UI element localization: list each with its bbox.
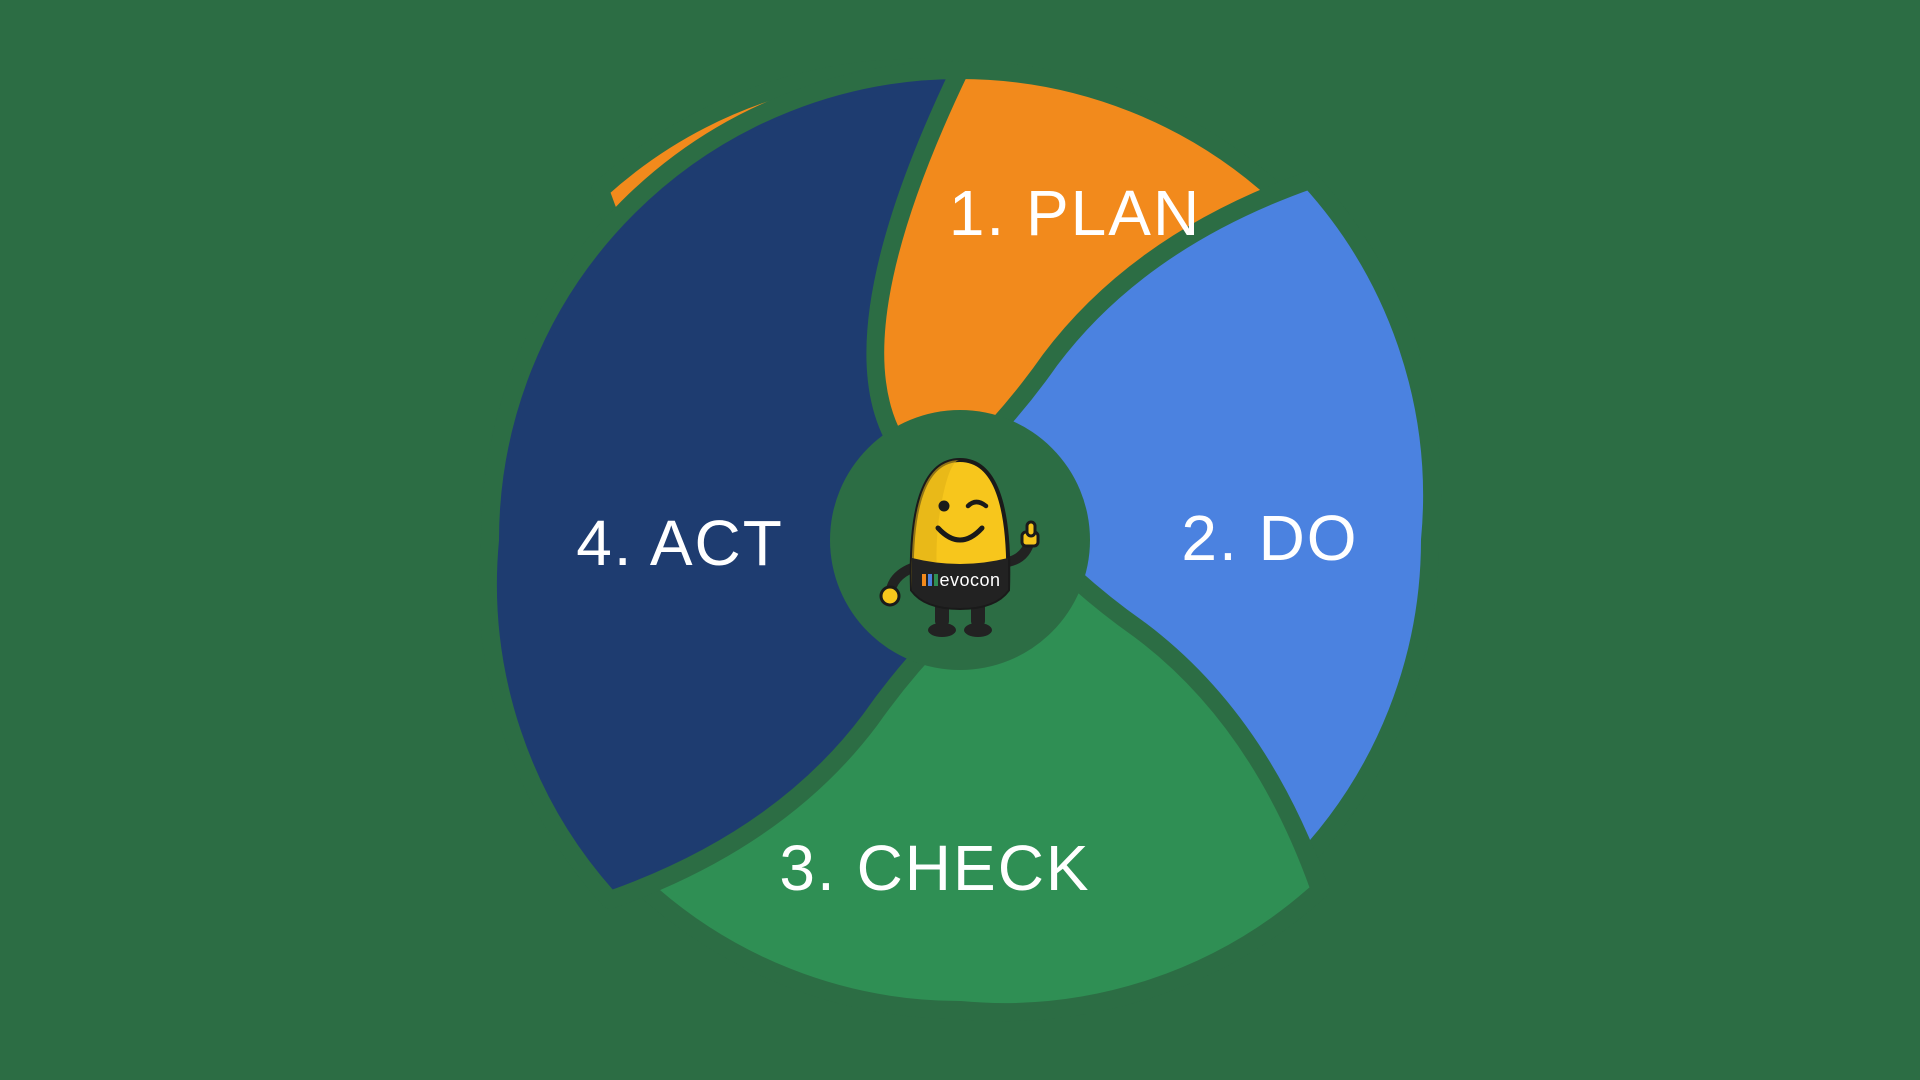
segment-act-label: 4. ACT	[576, 507, 784, 579]
cycle-svg: 1. PLAN 2. DO 3. CHECK 4. ACT	[0, 0, 1920, 1080]
mascot-brand-label: evocon	[939, 570, 1000, 590]
segment-do-label: 2. DO	[1181, 502, 1358, 574]
segment-check-label: 3. CHECK	[779, 832, 1090, 904]
pdca-cycle-diagram: 1. PLAN 2. DO 3. CHECK 4. ACT	[0, 0, 1920, 1080]
segment-plan-label: 1. PLAN	[949, 177, 1201, 249]
